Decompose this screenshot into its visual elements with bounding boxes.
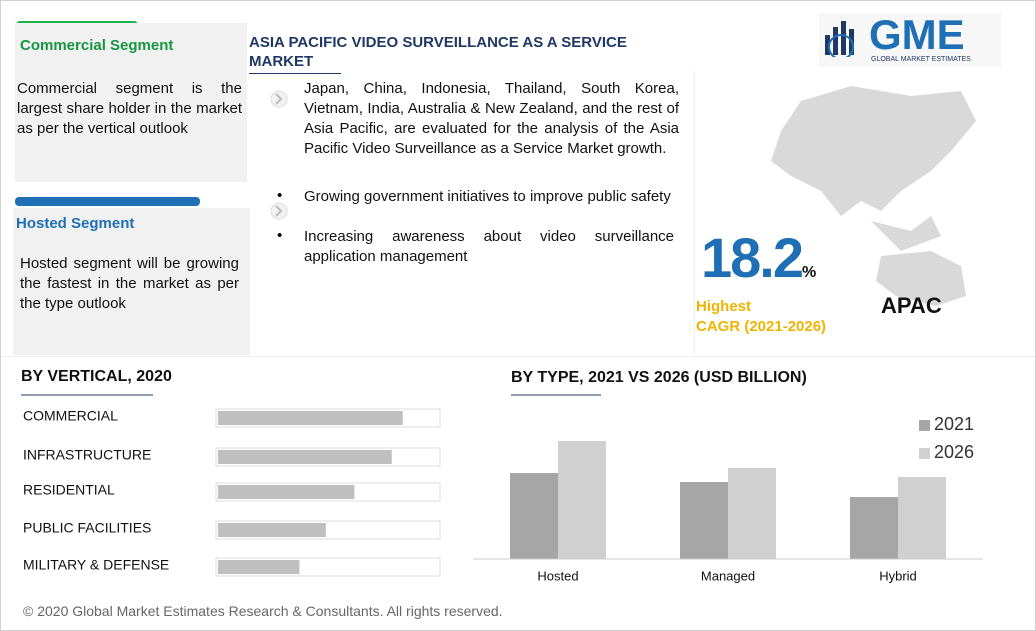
panel — [13, 208, 250, 355]
x-tick-label: Hosted — [537, 568, 578, 583]
bar — [218, 560, 300, 574]
logo: GME GLOBAL MARKET ESTIMATES — [819, 11, 1001, 67]
bar — [558, 441, 606, 559]
divider — [694, 71, 695, 355]
bar — [898, 477, 946, 559]
x-tick-label: Managed — [701, 568, 755, 583]
bar — [218, 450, 392, 464]
bullet: Growing government initiatives to improv… — [304, 188, 671, 205]
logo-name: GME — [869, 11, 965, 58]
accent-bar — [15, 197, 200, 206]
category-label: COMMERCIAL — [23, 408, 118, 424]
stat-value: 18.2% — [701, 225, 816, 290]
segment-text: Commercial segment is the largest share … — [17, 80, 242, 137]
legend-label: 2026 — [934, 442, 974, 462]
stat-number: 18.2 — [701, 226, 804, 289]
bar — [510, 473, 558, 559]
charts: BY VERTICAL, 2020 COMMERCIAL INFRASTRUCTUR… — [21, 368, 983, 583]
underline — [249, 73, 341, 74]
logo-icon — [825, 21, 854, 57]
segment-title: Commercial Segment — [20, 37, 174, 54]
legend-swatch — [919, 420, 930, 431]
bar — [218, 485, 355, 499]
x-tick-label: Hybrid — [879, 568, 917, 583]
category-label: RESIDENTIAL — [23, 482, 115, 498]
bullet: Increasing awareness about video surveil… — [304, 228, 674, 265]
footer: © 2020 Global Market Estimates Research … — [23, 603, 503, 619]
map — [771, 86, 976, 306]
bullet-icons — [270, 90, 288, 220]
bar — [680, 482, 728, 559]
bullet: Japan, China, Indonesia, Thailand, South… — [304, 80, 679, 157]
bullet-dot: • — [277, 187, 283, 204]
chart-title: BY VERTICAL, 2020 — [21, 368, 172, 385]
bar — [218, 523, 326, 537]
chart-title: BY TYPE, 2021 VS 2026 (USD BILLION) — [511, 369, 807, 386]
stat-label: Highest — [696, 298, 752, 315]
category-label: INFRASTRUCTURE — [23, 447, 151, 463]
header-title: ASIA PACIFIC VIDEO SURVEILLANCE AS A SER… — [249, 34, 627, 70]
region: APAC — [881, 293, 942, 318]
bullet-dot: • — [277, 227, 283, 244]
category-label: PUBLIC FACILITIES — [23, 520, 151, 536]
bar — [218, 411, 403, 425]
bar — [850, 497, 898, 559]
legend-label: 2021 — [934, 414, 974, 434]
logo-tagline: GLOBAL MARKET ESTIMATES — [871, 56, 971, 63]
stat-unit: % — [802, 264, 817, 281]
legend-swatch — [919, 448, 930, 459]
segment-title: Hosted Segment — [16, 215, 135, 232]
panel — [15, 23, 247, 182]
stat-label: CAGR (2021-2026) — [696, 318, 827, 335]
category-label: MILITARY & DEFENSE — [23, 557, 169, 573]
divider — [1, 356, 1035, 357]
bar — [728, 468, 776, 559]
segment-text: Hosted segment will be growing the faste… — [20, 255, 239, 312]
